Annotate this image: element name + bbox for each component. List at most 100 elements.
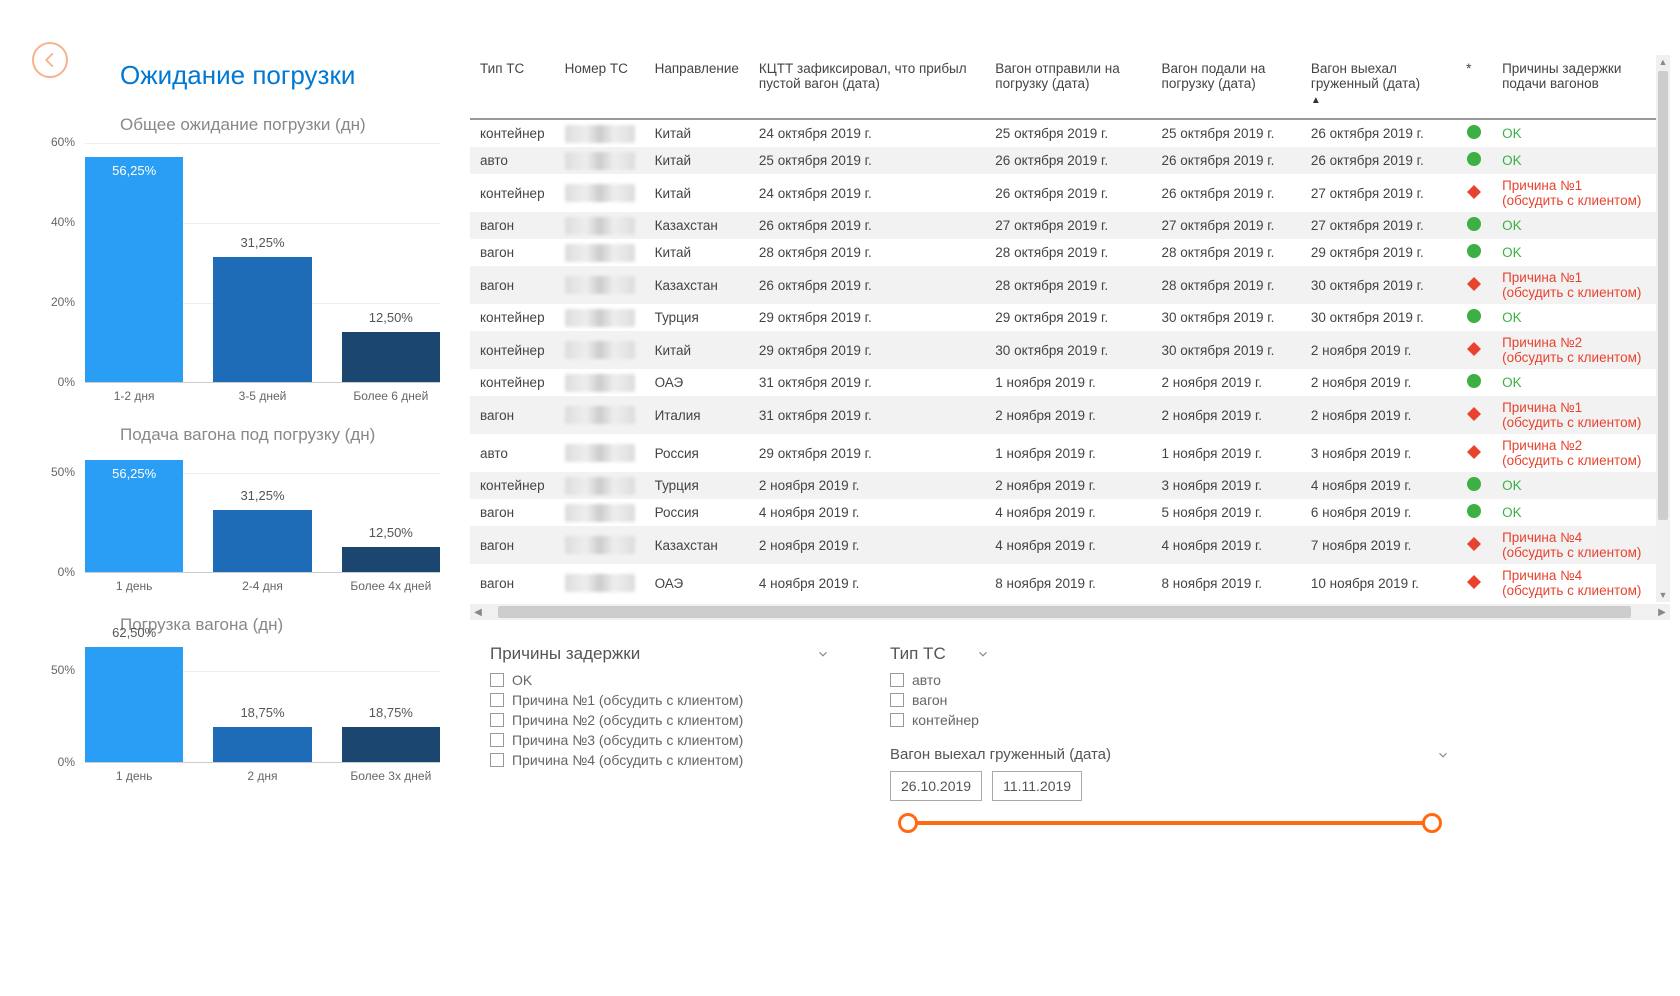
y-tick-label: 0%	[30, 565, 75, 579]
date-to-input[interactable]: 11.11.2019	[992, 771, 1082, 801]
column-header[interactable]: КЦТТ зафиксировал, что прибыл пустой ваг…	[749, 55, 985, 119]
status-ok-icon	[1466, 503, 1482, 519]
status-ok-icon	[1466, 216, 1482, 232]
y-tick-label: 0%	[30, 375, 75, 389]
table-row[interactable]: контейнерТурция2 ноября 2019 г.2 ноября …	[470, 472, 1656, 499]
redacted-value	[565, 406, 635, 424]
cell-direction: Китай	[645, 174, 749, 212]
y-tick-label: 40%	[30, 215, 75, 229]
bar[interactable]: 12,50%	[342, 332, 440, 382]
table-row[interactable]: контейнерКитай24 октября 2019 г.25 октяб…	[470, 119, 1656, 147]
table-row[interactable]: вагонКазахстан26 октября 2019 г.27 октяб…	[470, 212, 1656, 239]
cell-type: авто	[470, 434, 555, 472]
table-row[interactable]: контейнерОАЭ31 октября 2019 г.1 ноября 2…	[470, 369, 1656, 396]
filter-vehicle-header[interactable]: Тип ТС	[890, 644, 1450, 664]
filter-reasons-header[interactable]: Причины задержки	[490, 644, 830, 664]
checkbox-label: авто	[912, 672, 941, 688]
filter-reason-option[interactable]: Причина №4 (обсудить с клиентом)	[490, 752, 830, 768]
date-from-input[interactable]: 26.10.2019	[890, 771, 982, 801]
vertical-scrollbar[interactable]: ▲ ▼	[1656, 55, 1670, 602]
bar[interactable]: 56,25%	[85, 157, 183, 382]
table-row[interactable]: контейнерКитай29 октября 2019 г.30 октяб…	[470, 331, 1656, 369]
column-header[interactable]: *	[1456, 55, 1492, 119]
vscroll-thumb[interactable]	[1658, 71, 1668, 520]
filter-reason-option[interactable]: Причина №3 (обсудить с клиентом)	[490, 732, 830, 748]
filter-vtype-option[interactable]: контейнер	[890, 712, 1450, 728]
table-row[interactable]: автоКитай25 октября 2019 г.26 октября 20…	[470, 147, 1656, 174]
redacted-value	[565, 125, 635, 143]
table-row[interactable]: контейнерТурция29 октября 2019 г.29 октя…	[470, 304, 1656, 331]
status-ok-icon	[1466, 476, 1482, 492]
chart-title: Общее ожидание погрузки (дн)	[120, 115, 440, 135]
column-header[interactable]: Вагон отправили на погрузку (дата)	[985, 55, 1151, 119]
cell-status-icon	[1456, 304, 1492, 331]
scroll-right-arrow[interactable]: ▶	[1654, 607, 1670, 618]
bar[interactable]: 18,75%	[213, 727, 311, 762]
horizontal-scrollbar[interactable]: ◀ ▶	[470, 604, 1670, 620]
date-slider[interactable]	[898, 813, 1442, 833]
cell-type: контейнер	[470, 119, 555, 147]
cell-date-placed: 27 октября 2019 г.	[1152, 212, 1301, 239]
redacted-value	[565, 574, 635, 592]
table-row[interactable]: контейнерКитай24 октября 2019 г.26 октяб…	[470, 174, 1656, 212]
column-header[interactable]: Номер ТС	[555, 55, 645, 119]
column-header[interactable]: Вагон подали на погрузку (дата)	[1152, 55, 1301, 119]
bar[interactable]: 12,50%	[342, 547, 440, 572]
filter-reason-option[interactable]: Причина №1 (обсудить с клиентом)	[490, 692, 830, 708]
slider-track	[908, 821, 1432, 825]
table-row[interactable]: вагонИталия31 октября 2019 г.2 ноября 20…	[470, 396, 1656, 434]
cell-date-departed: 27 октября 2019 г.	[1301, 174, 1456, 212]
bar[interactable]: 18,75%	[342, 727, 440, 762]
chevron-down-icon	[976, 647, 990, 661]
cell-date-arrived: 25 октября 2019 г.	[749, 147, 985, 174]
cell-direction: Китай	[645, 239, 749, 266]
y-tick-label: 50%	[30, 663, 75, 677]
scroll-up-arrow[interactable]: ▲	[1656, 55, 1670, 69]
filter-vtype-option[interactable]: вагон	[890, 692, 1450, 708]
cell-date-departed: 3 ноября 2019 г.	[1301, 434, 1456, 472]
checkbox-label: контейнер	[912, 712, 979, 728]
cell-date-placed: 30 октября 2019 г.	[1152, 331, 1301, 369]
column-header[interactable]: Направление	[645, 55, 749, 119]
hscroll-thumb[interactable]	[498, 606, 1631, 618]
cell-date-arrived: 26 октября 2019 г.	[749, 266, 985, 304]
table-row[interactable]: вагонКазахстан26 октября 2019 г.28 октяб…	[470, 266, 1656, 304]
checkbox-icon	[890, 713, 904, 727]
table-row[interactable]: вагонОАЭ4 ноября 2019 г.8 ноября 2019 г.…	[470, 564, 1656, 602]
back-button[interactable]	[32, 42, 68, 78]
x-tick-label: 3-5 дней	[213, 389, 311, 403]
slider-handle-from[interactable]	[898, 813, 918, 833]
filter-reason-option[interactable]: Причина №2 (обсудить с клиентом)	[490, 712, 830, 728]
filter-reason-option[interactable]: OK	[490, 672, 830, 688]
y-tick-label: 20%	[30, 295, 75, 309]
table-row[interactable]: вагонКазахстан2 ноября 2019 г.4 ноября 2…	[470, 526, 1656, 564]
page-title: Ожидание погрузки	[120, 60, 440, 91]
redacted-value	[565, 152, 635, 170]
table-row[interactable]: автоРоссия29 октября 2019 г.1 ноября 201…	[470, 434, 1656, 472]
column-header[interactable]: Тип ТС	[470, 55, 555, 119]
x-tick-label: 1 день	[85, 769, 183, 783]
slider-handle-to[interactable]	[1422, 813, 1442, 833]
column-header[interactable]: Вагон выехал груженный (дата)▲	[1301, 55, 1456, 119]
cell-date-placed: 30 октября 2019 г.	[1152, 304, 1301, 331]
cell-direction: Казахстан	[645, 212, 749, 239]
cell-date-sent: 28 октября 2019 г.	[985, 239, 1151, 266]
cell-status-icon	[1456, 147, 1492, 174]
bar[interactable]: 31,25%	[213, 257, 311, 382]
cell-number	[555, 564, 645, 602]
x-tick-label: 2 дня	[213, 769, 311, 783]
x-tick-label: Более 4х дней	[342, 579, 440, 593]
table-row[interactable]: вагонРоссия4 ноября 2019 г.4 ноября 2019…	[470, 499, 1656, 526]
filter-reasons-title: Причины задержки	[490, 644, 640, 664]
bar[interactable]: 31,25%	[213, 510, 311, 573]
scroll-down-arrow[interactable]: ▼	[1656, 588, 1670, 602]
scroll-left-arrow[interactable]: ◀	[470, 607, 486, 618]
bar[interactable]: 62,50%	[85, 647, 183, 762]
bar[interactable]: 56,25%	[85, 460, 183, 573]
filter-vtype-option[interactable]: авто	[890, 672, 1450, 688]
column-header[interactable]: Причины задержки подачи вагонов	[1492, 55, 1656, 119]
table-row[interactable]: вагонКитай28 октября 2019 г.28 октября 2…	[470, 239, 1656, 266]
filter-date-header[interactable]: Вагон выехал груженный (дата)	[890, 746, 1450, 763]
cell-status-icon	[1456, 212, 1492, 239]
bar-value-label: 18,75%	[342, 705, 440, 720]
